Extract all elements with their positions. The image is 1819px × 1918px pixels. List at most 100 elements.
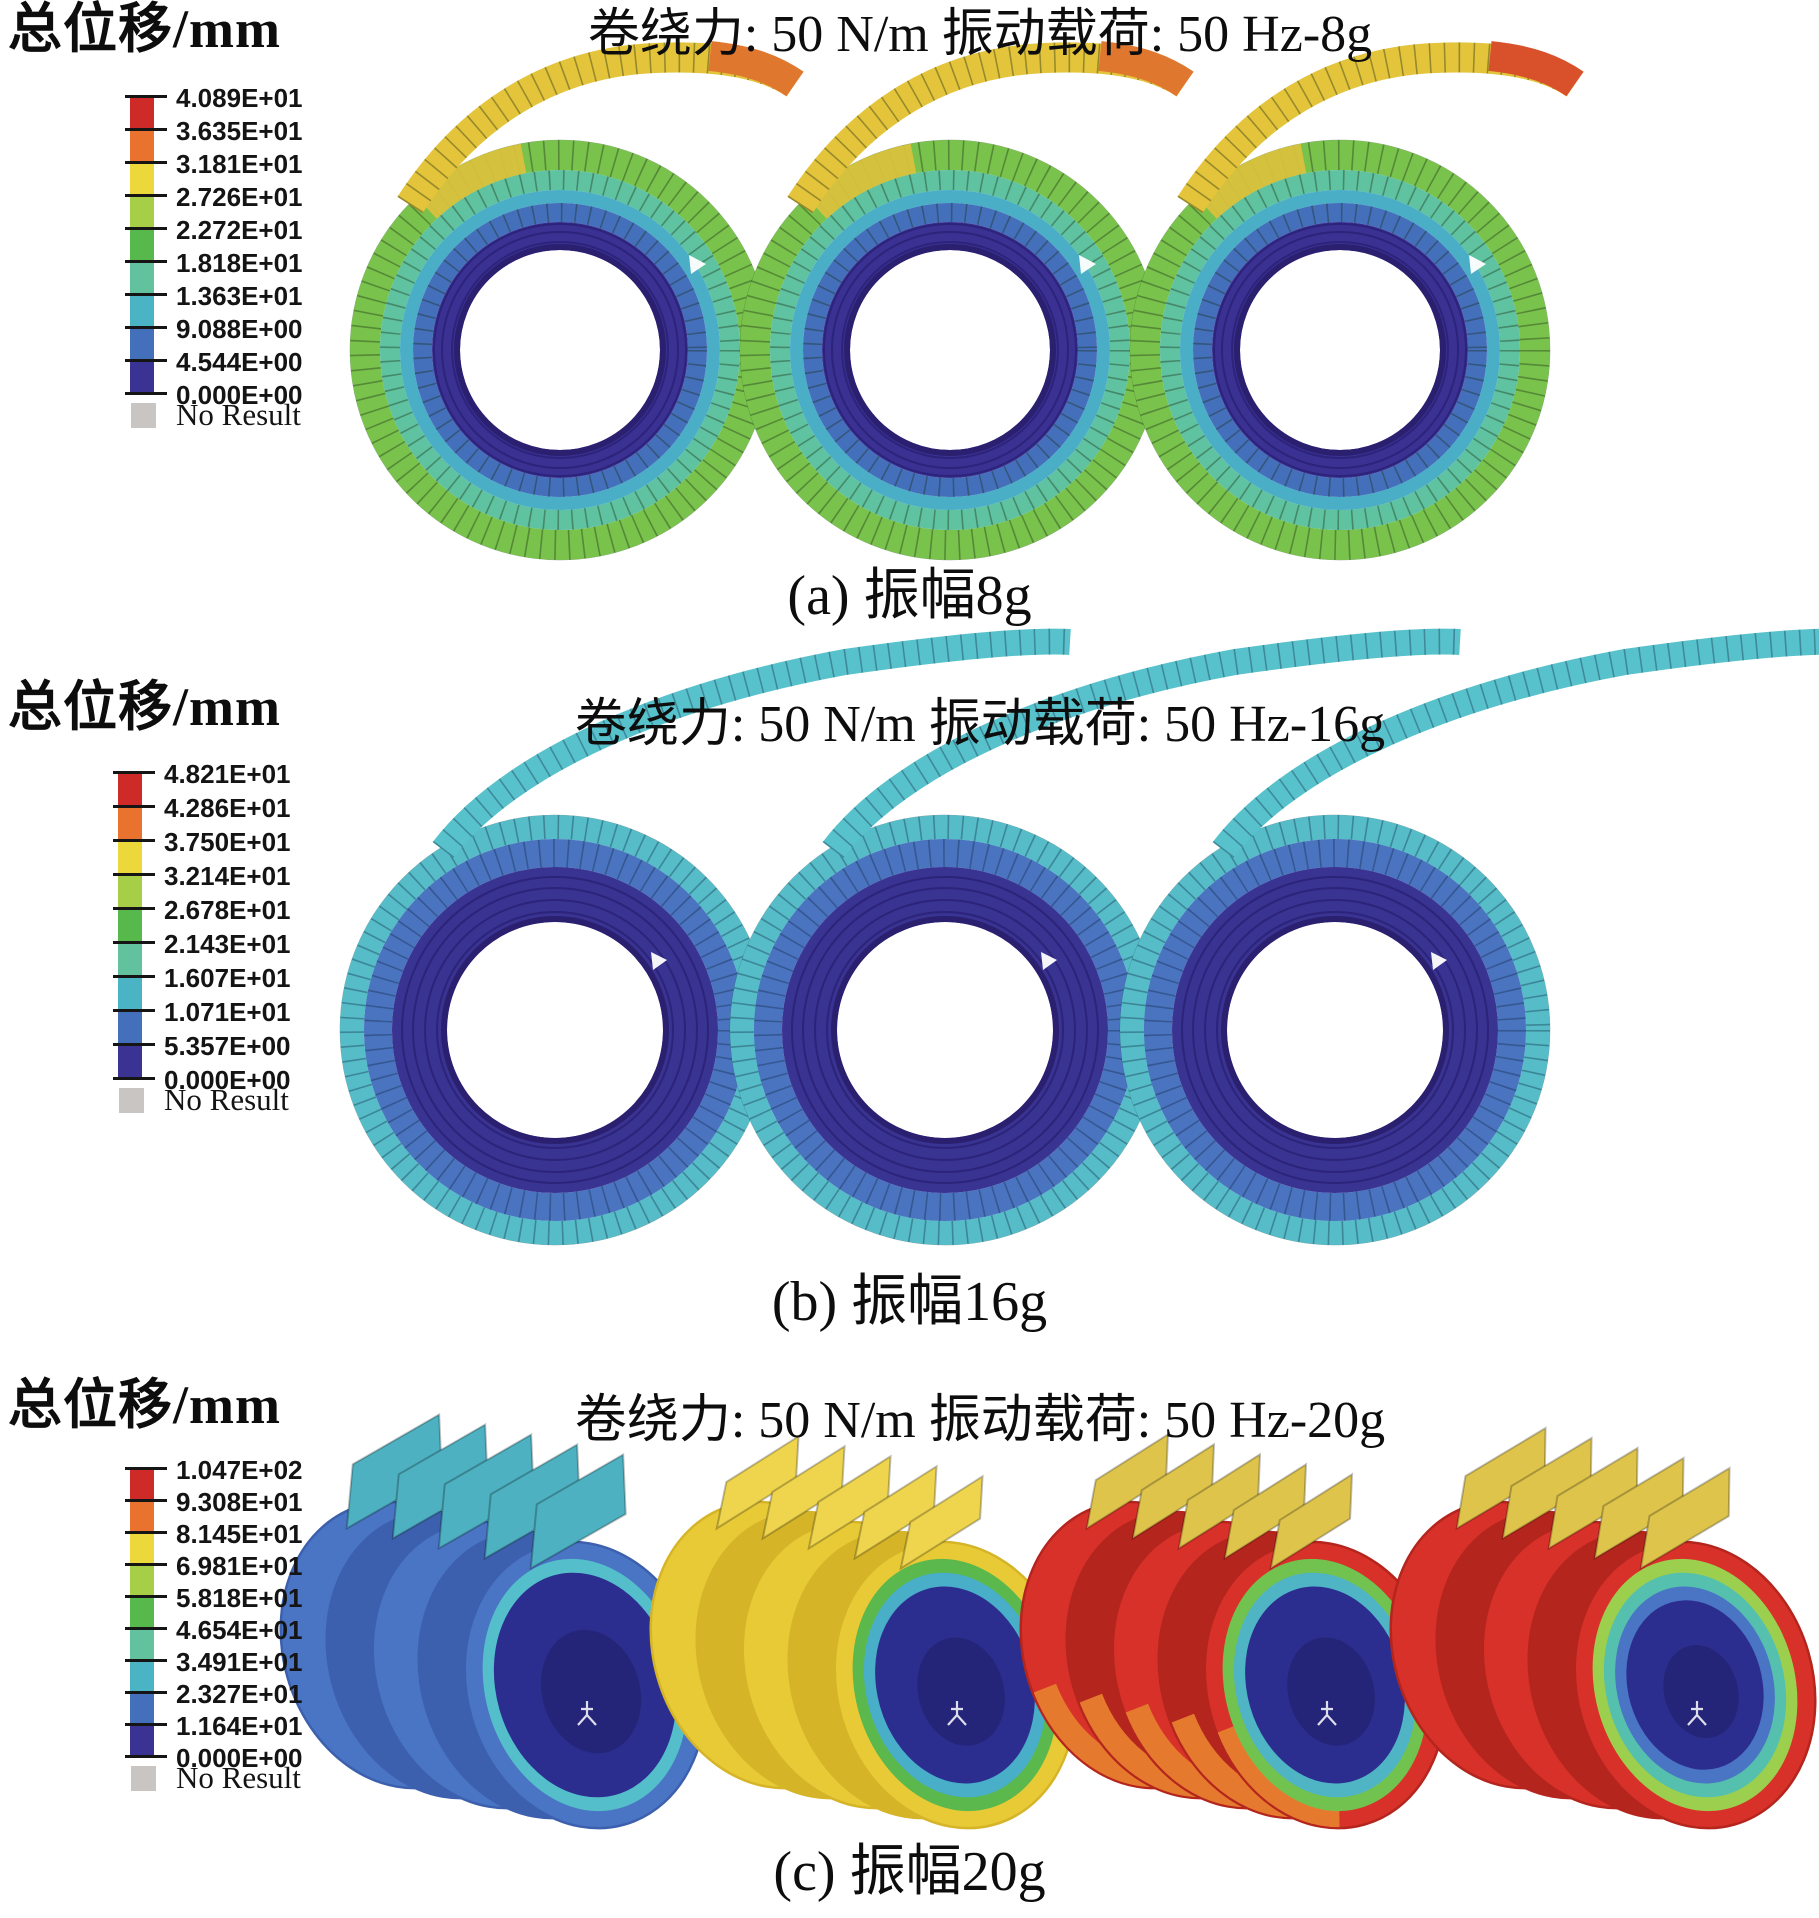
coil-roll-3d	[1019, 1432, 1447, 1830]
colorbar-tick	[113, 1009, 155, 1012]
colorbar-value-label: 6.981E+01	[176, 1551, 303, 1581]
colorbar-tick	[125, 326, 167, 329]
colorbar-segment	[130, 1692, 154, 1725]
colorbar-segment	[130, 360, 154, 394]
colorbar-tick	[125, 293, 167, 296]
colorbar-tick	[125, 1755, 167, 1758]
colorbar-value-label: 2.143E+01	[164, 929, 291, 959]
coil-ring	[1119, 814, 1551, 1246]
colorbar-tick	[113, 839, 155, 842]
colorbar-value-label: 0.000E+00	[164, 1065, 291, 1095]
panel-caption-a: (a) 振幅8g	[787, 565, 1032, 627]
coil-ring	[349, 139, 771, 561]
panel-title-c: 卷绕力: 50 N/m 振动载荷: 50 Hz-20g	[574, 1392, 1386, 1449]
colorbar-tick	[125, 359, 167, 362]
face-axis-mark	[1317, 1701, 1337, 1726]
coil-roll-3d	[279, 1412, 707, 1830]
no-result-label: No Result	[164, 1082, 289, 1117]
colorbar-value-label: 8.145E+01	[176, 1519, 303, 1549]
colorbar-value-label: 3.491E+01	[176, 1647, 303, 1677]
no-result-label: No Result	[176, 397, 301, 432]
colorbar-value-label: 4.089E+01	[176, 83, 303, 113]
face-axis-mark	[1687, 1701, 1707, 1726]
colorbar-tick	[113, 907, 155, 910]
colorbar-segment	[130, 1596, 154, 1629]
colorbar-tick	[125, 1531, 167, 1534]
colorbar-tick	[113, 771, 155, 774]
colorbar-tick	[125, 1595, 167, 1598]
colorbar-value-label: 3.750E+01	[164, 827, 291, 857]
colorbar-segment	[130, 228, 154, 262]
no-result-label: No Result	[176, 1760, 301, 1795]
mesh-gap-notch	[651, 952, 667, 970]
colorbar-value-label: 9.308E+01	[176, 1487, 303, 1517]
colorbar-segment	[130, 1628, 154, 1661]
colorbar-segment	[130, 1468, 154, 1501]
panel-caption-b: (b) 振幅16g	[771, 1271, 1048, 1333]
coil-tail	[1177, 41, 1584, 214]
colorbar-tick	[125, 1499, 167, 1502]
colorbar-tick	[125, 392, 167, 395]
colorbar-tick	[125, 95, 167, 98]
colorbar-segment	[130, 1660, 154, 1693]
colorbar-tick	[125, 260, 167, 263]
colorbar-tick	[125, 1723, 167, 1726]
colorbar-value-label: 5.357E+00	[164, 1031, 291, 1061]
colorbar-value-label: 0.000E+00	[176, 380, 303, 410]
colorbar-segment	[130, 327, 154, 361]
colorbar-value-label: 9.088E+00	[176, 314, 303, 344]
mesh-gap-notch	[1431, 952, 1447, 970]
colorbar-segment	[130, 195, 154, 229]
panel-caption-c: (c) 振幅20g	[773, 1841, 1046, 1903]
face-axis-mark	[947, 1701, 967, 1726]
colorbar-value-label: 1.363E+01	[176, 281, 303, 311]
colorbar-value-label: 1.071E+01	[164, 997, 291, 1027]
no-result-swatch	[131, 1766, 156, 1791]
face-axis-mark	[577, 1701, 597, 1726]
colorbar-value-label: 2.327E+01	[176, 1679, 303, 1709]
mesh-gap-notch	[689, 255, 706, 274]
colorbar-value-label: 4.544E+00	[176, 347, 303, 377]
coil-ring	[1129, 139, 1551, 561]
colorbar-segment	[130, 162, 154, 196]
colorbar-segment	[118, 1010, 142, 1045]
colorbar-tick	[113, 975, 155, 978]
colorbar-value-label: 1.818E+01	[176, 248, 303, 278]
colorbar-value-label: 0.000E+00	[176, 1743, 303, 1773]
colorbar-segment	[118, 772, 142, 807]
colorbar-value-label: 1.164E+01	[176, 1711, 303, 1741]
mesh-gap-notch	[1469, 255, 1486, 274]
no-result-swatch	[119, 1088, 144, 1113]
colorbar-tick	[125, 128, 167, 131]
colorbar-value-label: 4.821E+01	[164, 759, 291, 789]
colorbar-segment	[118, 942, 142, 977]
colorbar-value-label: 5.818E+01	[176, 1583, 303, 1613]
coil-tail	[787, 41, 1194, 214]
colorbar-segment	[130, 96, 154, 130]
colorbar-value-label: 4.286E+01	[164, 793, 291, 823]
colorbar-tick	[113, 941, 155, 944]
colorbar-tick	[125, 1691, 167, 1694]
no-result-swatch	[131, 403, 156, 428]
legend-title-a: 总位移/mm	[8, 0, 281, 59]
colorbar-segment	[118, 976, 142, 1011]
panel-title-b: 卷绕力: 50 N/m 振动载荷: 50 Hz-16g	[574, 696, 1386, 753]
colorbar-tick	[113, 1077, 155, 1080]
colorbar-tick	[125, 227, 167, 230]
mesh-gap-notch	[1079, 255, 1096, 274]
colorbar-segment	[118, 806, 142, 841]
colorbar-tick	[113, 873, 155, 876]
colorbar-segment	[130, 1564, 154, 1597]
colorbar-value-label: 2.272E+01	[176, 215, 303, 245]
colorbar-segment	[130, 261, 154, 295]
mesh-gap-notch	[1041, 952, 1057, 970]
colorbar-segment	[118, 874, 142, 909]
colorbar-tick	[125, 1563, 167, 1566]
coil-tail	[397, 41, 804, 214]
colorbar-value-label: 3.181E+01	[176, 149, 303, 179]
colorbar-segment	[118, 840, 142, 875]
colorbar-value-label: 2.726E+01	[176, 182, 303, 212]
colorbar-value-label: 3.635E+01	[176, 116, 303, 146]
colorbar-segment	[118, 908, 142, 943]
coil-tail	[432, 628, 1071, 858]
